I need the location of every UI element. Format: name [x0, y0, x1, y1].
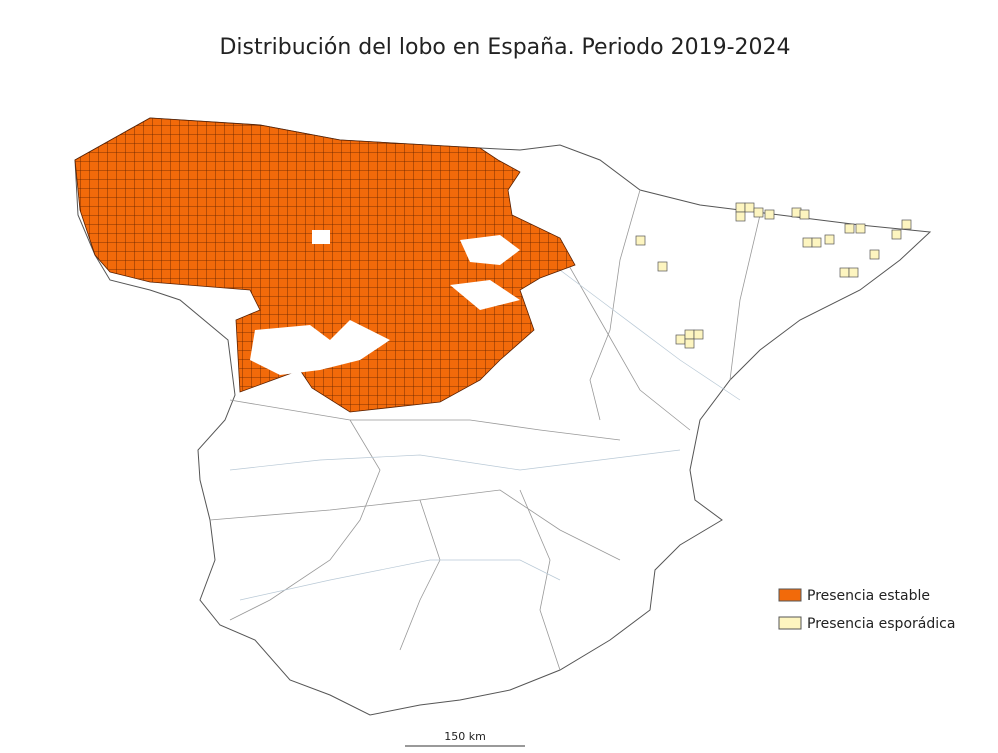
cell	[693, 329, 704, 340]
scale-label: 150 km	[444, 730, 486, 743]
gap	[312, 230, 330, 244]
cell	[744, 202, 755, 213]
cell	[635, 235, 646, 246]
stable-presence-area	[74, 117, 576, 413]
cell	[764, 209, 775, 220]
river	[239, 559, 561, 601]
map-title: Distribución del lobo en España. Periodo…	[219, 35, 790, 60]
cell	[848, 267, 859, 278]
gaps	[250, 230, 520, 375]
cell	[735, 211, 746, 222]
border	[229, 419, 381, 621]
border	[729, 214, 761, 381]
cell	[657, 261, 668, 272]
sporadic-presence	[635, 202, 912, 349]
border	[399, 499, 441, 651]
border	[519, 489, 561, 671]
cell	[684, 329, 695, 340]
cell	[891, 229, 902, 240]
cell	[684, 338, 695, 349]
legend-swatch	[778, 616, 802, 630]
cell	[675, 334, 686, 345]
legend-swatch	[778, 588, 802, 602]
gap	[450, 280, 520, 310]
cell	[855, 223, 866, 234]
cell	[802, 237, 813, 248]
gap	[460, 235, 520, 265]
cell	[869, 249, 880, 260]
legend-label: Presencia estable	[807, 588, 930, 604]
cell	[844, 223, 855, 234]
cell	[839, 267, 850, 278]
border	[209, 489, 621, 561]
border	[229, 399, 621, 441]
gap	[250, 320, 390, 375]
legend-label: Presencia esporádica	[807, 616, 955, 632]
border	[589, 189, 641, 421]
cell	[753, 207, 764, 218]
cell	[735, 202, 746, 213]
cell	[824, 234, 835, 245]
cell	[811, 237, 822, 248]
cell	[799, 209, 810, 220]
river	[229, 449, 681, 471]
cell	[901, 219, 912, 230]
